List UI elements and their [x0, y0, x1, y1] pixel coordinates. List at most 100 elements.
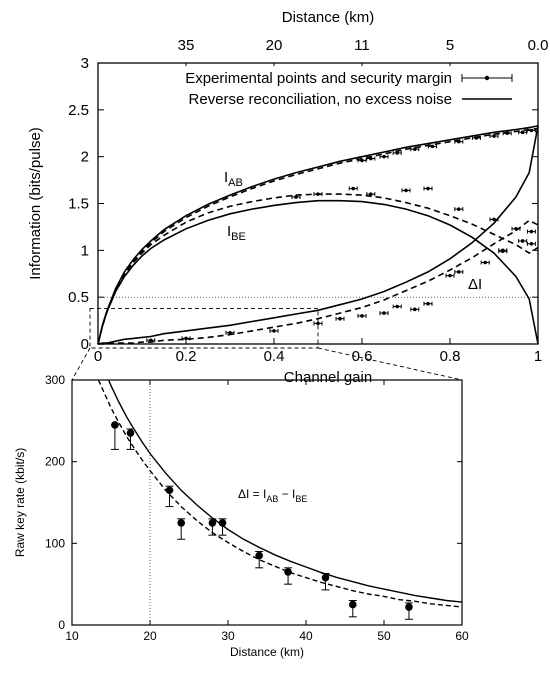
legend-symbol-point	[484, 75, 490, 81]
legend-entry-label: Reverse reconciliation, no excess noise	[189, 91, 452, 108]
data-point	[514, 226, 518, 231]
y-tick-label: 300	[45, 373, 65, 387]
data-point	[395, 304, 400, 309]
x-tick-label: 0.6	[352, 348, 373, 365]
data-point	[395, 151, 400, 155]
y-axis-title: Raw key rate (kbit/s)	[13, 448, 27, 557]
data-point	[529, 128, 534, 133]
annotation-iab: IAB	[224, 169, 243, 189]
x-tick-label: 0.8	[440, 348, 461, 365]
data-point	[149, 338, 153, 343]
y-tick-label: 200	[45, 455, 65, 469]
data-point	[228, 330, 232, 335]
data-point	[505, 131, 510, 136]
series-line	[97, 125, 539, 345]
text-part: I	[227, 223, 231, 240]
text-part: − I	[278, 487, 295, 501]
series-line	[97, 380, 462, 608]
y-axis-title: Information (bits/pulse)	[27, 127, 44, 280]
x2-tick-label: 11	[354, 37, 370, 54]
legend-background	[122, 66, 534, 108]
x-axis-title: Distance (km)	[230, 645, 304, 659]
y-tick-label: 0.5	[68, 289, 89, 306]
x-tick-label: 1	[534, 348, 542, 365]
legend-entry-label: Experimental points and security margin	[185, 70, 452, 87]
x2-tick-label: 0.0	[528, 37, 549, 54]
data-point	[405, 603, 413, 611]
data-point	[126, 429, 135, 437]
subscript: BE	[231, 231, 246, 243]
data-point	[316, 321, 320, 326]
data-point	[255, 551, 263, 560]
data-point	[492, 134, 496, 138]
data-point	[351, 186, 356, 191]
data-point	[430, 144, 435, 149]
x-tick-label: 60	[455, 629, 469, 643]
y-tick-label: 3	[81, 55, 89, 72]
data-point	[208, 519, 217, 527]
data-point	[284, 568, 292, 576]
x-tick-label: 50	[377, 629, 391, 643]
data-point	[349, 600, 357, 609]
data-point	[529, 241, 534, 246]
subscript: AB	[266, 494, 278, 504]
zoom-connector-left	[71, 347, 91, 381]
data-point	[272, 329, 276, 333]
data-point	[177, 519, 185, 527]
data-point	[321, 573, 330, 582]
data-point	[457, 207, 461, 211]
data-point	[474, 136, 479, 140]
series-line	[97, 193, 539, 345]
data-point	[520, 130, 525, 135]
x-tick-label: 10	[65, 629, 79, 643]
data-point	[316, 192, 320, 196]
y-tick-label: 2.5	[68, 102, 89, 119]
subscript: BE	[295, 494, 307, 504]
data-point	[457, 139, 461, 144]
y-tick-label: 0	[81, 336, 89, 353]
data-point	[426, 186, 430, 191]
series-line	[97, 199, 539, 345]
data-point	[413, 307, 417, 312]
x2-axis-title: Distance (km)	[282, 9, 375, 26]
annotation-delta-formula: ΔI = IAB − IBE	[238, 487, 307, 504]
data-point	[360, 314, 364, 318]
data-point	[413, 147, 417, 151]
data-point	[111, 421, 119, 429]
x-tick-label: 20	[143, 629, 157, 643]
data-point	[520, 239, 525, 243]
data-point	[492, 217, 496, 222]
data-point	[448, 273, 452, 278]
data-point	[382, 311, 386, 315]
y-tick-label: 1.5	[68, 196, 89, 213]
x-tick-label: 40	[299, 629, 313, 643]
x2-tick-label: 5	[446, 37, 454, 54]
annotation-ibe: IBE	[227, 223, 246, 243]
x2-tick-label: 35	[178, 37, 195, 54]
data-point	[338, 316, 342, 321]
data-point	[165, 486, 174, 495]
plot-frame	[71, 379, 463, 626]
data-point	[501, 248, 505, 253]
text-part: I	[224, 169, 228, 186]
annotation-delta-i: ΔI	[468, 276, 482, 293]
data-point	[529, 229, 534, 234]
data-point	[184, 336, 188, 341]
data-point	[457, 270, 461, 274]
y-tick-label: 2	[81, 149, 89, 166]
x-axis-title: Channel gain	[284, 369, 372, 386]
data-point	[404, 188, 408, 193]
x2-tick-label: 20	[266, 37, 283, 54]
subscript: AB	[228, 177, 243, 189]
x-tick-label: 0	[94, 348, 102, 365]
x-tick-label: 30	[221, 629, 235, 643]
data-point	[218, 519, 227, 527]
key-rate-chart: 10 20 30 40 50 60 Distance (km) 0 100 200 300 Raw k…	[13, 373, 469, 659]
y-tick-label: 1	[81, 242, 89, 259]
zoom-connector-right	[317, 347, 463, 381]
series-line	[108, 380, 462, 603]
zoom-box	[89, 307, 319, 349]
text-part: ΔI = I	[238, 487, 266, 501]
